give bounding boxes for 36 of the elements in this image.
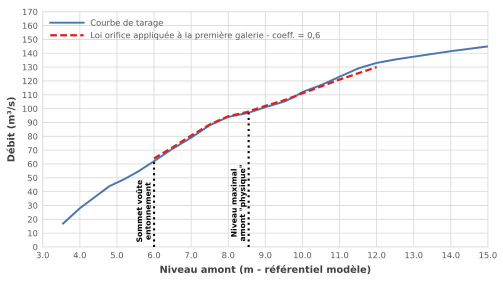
x-tick-label: 3.0: [36, 252, 49, 258]
y-tick-label: 50: [28, 174, 38, 182]
x-tick-label: 8.0: [222, 252, 234, 258]
y-tick-label: 90: [28, 119, 38, 126]
y-tick-label: 0: [33, 244, 38, 250]
y-tick-label: 170: [22, 8, 38, 16]
y-tick-label: 20: [28, 216, 38, 223]
x-tick-label: 7.0: [185, 252, 198, 258]
y-tick-label: 150: [22, 36, 38, 43]
x-tick-label: 13.0: [405, 252, 422, 258]
y-tick-label: 70: [28, 147, 38, 154]
line-series: [152, 66, 378, 160]
x-tick-label: 11.0: [331, 252, 348, 258]
x-tick-label: 10.0: [294, 252, 312, 258]
legend-label: Courbe de tarage: [90, 19, 163, 28]
x-tick-label: 5.0: [110, 252, 124, 258]
y-tick-label: 120: [22, 78, 38, 84]
y-axis-title: Débit (m³/s): [6, 97, 16, 162]
y-tick-label: 130: [22, 64, 38, 70]
y-tick-label: 100: [22, 106, 38, 112]
y-tick-label: 40: [28, 188, 38, 195]
y-tick-label: 160: [22, 22, 38, 29]
x-axis-title: Niveau amont (m - référentiel modèle): [160, 265, 370, 274]
y-tick-label: 110: [22, 92, 38, 98]
x-tick-label: 4.0: [74, 252, 86, 258]
x-tick-label: 12.0: [368, 252, 386, 258]
x-tick-label: 9.0: [259, 252, 272, 258]
x-tick-label: 15.0: [480, 252, 497, 258]
x-tick-label: 6.0: [148, 252, 160, 258]
x-tick-label: 14.0: [442, 252, 460, 258]
legend-label: Loi orifice appliquée à la première galerie - coeff. = 0,6: [91, 31, 320, 40]
y-tick-label: 140: [22, 50, 38, 57]
y-tick-label: 60: [28, 160, 38, 168]
y-tick-label: 10: [28, 230, 38, 236]
y-tick-label: 80: [28, 133, 38, 140]
y-tick-label: 30: [28, 202, 38, 209]
